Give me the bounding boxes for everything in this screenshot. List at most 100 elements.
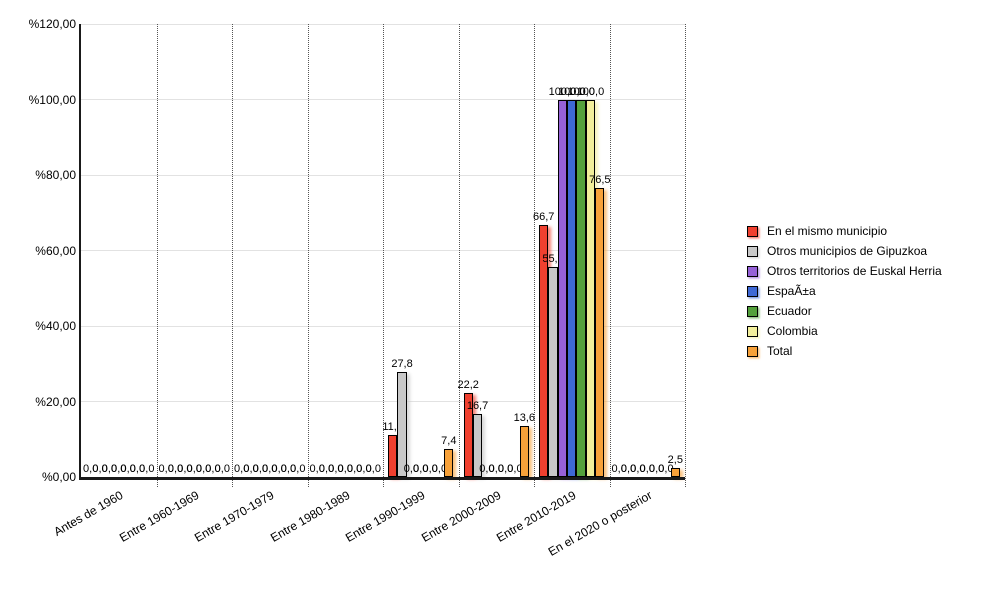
category-separator xyxy=(383,24,384,487)
legend-item: Ecuador xyxy=(747,301,942,321)
bar-value-label: 0,0 xyxy=(318,463,335,475)
bar-value-label: 27,8 xyxy=(391,358,413,371)
bar xyxy=(388,435,398,477)
bar-value-label: 0,0 xyxy=(479,463,495,475)
bar-value-label: 0,0 xyxy=(337,463,353,475)
bar-value-label: 0,0 xyxy=(243,463,259,475)
y-axis-tick-label: %0,00 xyxy=(41,470,76,484)
bar-value-label: 0,0 xyxy=(431,463,448,475)
bar-value-label: 100,0 xyxy=(576,85,605,98)
category-axis-label: Entre 2000-2009 xyxy=(418,488,504,545)
y-axis-tick-label: %120,00 xyxy=(28,17,76,31)
bar-value-label: 22,2 xyxy=(457,379,479,392)
category-separator xyxy=(232,24,233,487)
bar-value-label: 0,0 xyxy=(167,463,184,475)
bar-value-label: 16,7 xyxy=(466,399,489,412)
bar-value-label: 0,0 xyxy=(92,463,108,475)
bar-value-label: 100,0 xyxy=(567,85,595,98)
bar-value-label: 0,0 xyxy=(620,463,637,475)
bar xyxy=(519,425,529,477)
bar xyxy=(472,413,483,477)
y-axis-tick-label: %80,00 xyxy=(35,168,76,182)
legend-label: Otros territorios de Euskal Herria xyxy=(767,264,942,278)
bar-value-label: 0,0 xyxy=(120,463,136,475)
bar xyxy=(585,99,596,477)
legend-swatch-icon xyxy=(747,285,758,297)
bar xyxy=(595,188,605,477)
bar-value-label: 0,0 xyxy=(497,463,514,475)
bar-value-label: 66,7 xyxy=(532,211,555,224)
y-axis-tick-label: %20,00 xyxy=(35,394,76,409)
bar-value-label: 13,6 xyxy=(513,411,536,424)
bar xyxy=(463,393,473,477)
category-separator xyxy=(609,24,611,487)
legend-label: Ecuador xyxy=(767,304,812,318)
bar-value-label: 0,0 xyxy=(129,463,146,475)
legend: En el mismo municipio Otros municipios de… xyxy=(747,221,942,361)
category-separator xyxy=(458,24,460,487)
bar-value-label: 0,0 xyxy=(101,463,118,475)
legend-swatch-icon xyxy=(747,225,758,237)
bar xyxy=(557,99,568,477)
bar-value-label: 0,0 xyxy=(413,463,429,475)
bar xyxy=(444,449,454,477)
legend-item: EspaÃ±a xyxy=(747,281,942,301)
legend-swatch-icon xyxy=(747,305,758,317)
y-axis xyxy=(78,24,81,480)
legend-swatch-icon xyxy=(747,265,758,277)
bar-value-label: 0,0 xyxy=(356,463,372,475)
bar xyxy=(397,372,407,477)
bar-value-label: 0,0 xyxy=(488,463,504,475)
legend-item: En el mismo municipio xyxy=(747,221,942,241)
bar-value-label: 0,0 xyxy=(639,463,655,475)
legend-label: Total xyxy=(767,344,793,358)
bar-value-label: 76,5 xyxy=(589,174,611,187)
category-separator xyxy=(307,24,309,487)
bar-value-label: 2,5 xyxy=(667,453,683,466)
y-axis-tick-label: %100,00 xyxy=(28,92,76,107)
bar-value-label: 0,0 xyxy=(262,463,278,475)
bar-value-label: 0,0 xyxy=(177,463,193,475)
legend-label: Otros municipios de Gipuzkoa xyxy=(767,244,928,258)
bar-value-label: 100,0 xyxy=(548,85,577,98)
bar-value-label: 0,0 xyxy=(648,463,665,475)
bar-value-label: 0,0 xyxy=(309,463,325,475)
category-axis-label: Antes de 1960 xyxy=(51,488,126,539)
legend-item: Otros territorios de Euskal Herria xyxy=(747,261,942,281)
bar-value-label: 0,0 xyxy=(507,463,523,475)
category-separator xyxy=(534,24,535,487)
bar xyxy=(670,467,680,477)
legend-swatch-icon xyxy=(747,345,758,357)
bar-value-label: 0,0 xyxy=(422,463,438,475)
bar-value-label: 0,0 xyxy=(365,463,381,475)
category-separator xyxy=(156,24,158,487)
bar xyxy=(548,267,558,477)
legend-item: Otros municipios de Gipuzkoa xyxy=(747,241,942,261)
bar xyxy=(539,225,549,477)
category-axis-label: Entre 1990-1999 xyxy=(343,488,428,545)
legend-label: En el mismo municipio xyxy=(767,224,888,238)
bar-value-label: 0,0 xyxy=(346,463,363,475)
legend-swatch-icon xyxy=(747,325,758,337)
bar-value-label: 7,4 xyxy=(441,435,457,448)
bar-value-label: 0,0 xyxy=(328,463,344,475)
legend-item: Total xyxy=(747,341,942,361)
category-axis-label: Entre 1960-1969 xyxy=(116,488,202,545)
bar xyxy=(576,99,586,477)
bar-value-label: 0,0 xyxy=(403,463,420,475)
bar-value-label: 0,0 xyxy=(280,463,297,475)
bar-value-label: 0,0 xyxy=(111,463,127,475)
legend-label: Colombia xyxy=(767,324,818,338)
bar-value-label: 100,0 xyxy=(557,85,586,98)
bar-value-label: 0,0 xyxy=(658,463,674,475)
legend-swatch-icon xyxy=(747,245,758,257)
y-axis-tick-label: %40,00 xyxy=(35,319,76,333)
legend-item: Colombia xyxy=(747,321,942,341)
bar-value-label: 0,0 xyxy=(252,463,269,475)
bar-value-label: 0,0 xyxy=(271,463,287,475)
bar-value-label: 0,0 xyxy=(195,463,212,475)
category-separator xyxy=(685,24,686,487)
category-axis-label: Entre 1980-1989 xyxy=(267,488,353,545)
bar-value-label: 0,0 xyxy=(214,463,230,475)
